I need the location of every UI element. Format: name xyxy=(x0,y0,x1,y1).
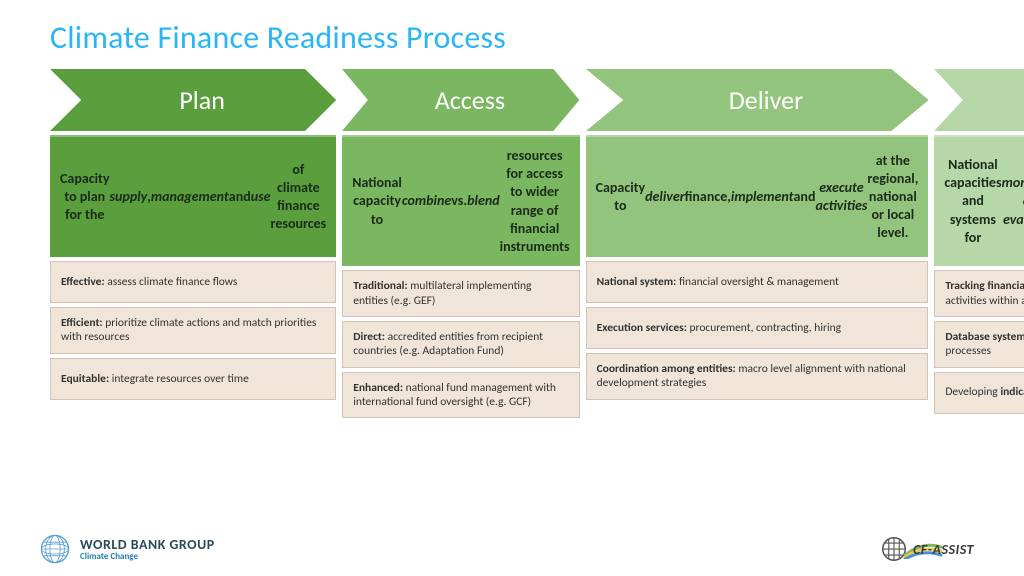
footer: WORLD BANK GROUP Climate Change CF-ASSIS… xyxy=(38,532,974,566)
list-item: Equitable: integrate resources over time xyxy=(50,358,336,400)
list-item: Coordination among entities: macro level… xyxy=(586,353,929,400)
stage-arrow: Monitor xyxy=(934,69,1024,131)
globe-icon xyxy=(38,532,72,566)
list-item: Direct: accredited entities from recipie… xyxy=(342,321,579,368)
stage-column: AccessNational capacity to combine vs. b… xyxy=(342,69,579,418)
list-item: Enhanced: national fund management with … xyxy=(342,372,579,419)
stage-arrow: Deliver xyxy=(586,69,929,131)
stage-items: Tracking financial expenditures on clima… xyxy=(934,270,1024,414)
footer-left-sub: Climate Change xyxy=(80,552,215,561)
stage-arrow: Access xyxy=(342,69,579,131)
footer-left-main: WORLD BANK GROUP xyxy=(80,538,215,552)
stage-description: National capacities and systems for moni… xyxy=(934,135,1024,266)
cf-assist-logo: CF-ASSIST xyxy=(879,534,974,564)
list-item: Execution services: procurement, contrac… xyxy=(586,307,929,349)
stage-arrow-label: Monitor xyxy=(934,69,1024,131)
page-title: Climate Finance Readiness Process xyxy=(50,18,974,57)
list-item: Efficient: prioritize climate actions an… xyxy=(50,307,336,354)
stage-items: National system: financial oversight & m… xyxy=(586,261,929,400)
stage-arrow-label: Access xyxy=(342,69,579,131)
stage-arrow-label: Deliver xyxy=(586,69,929,131)
stages-row: PlanCapacity to plan for the supply, man… xyxy=(50,69,974,418)
stage-column: DeliverCapacity to deliver finance, impl… xyxy=(586,69,929,418)
stage-arrow-label: Plan xyxy=(50,69,336,131)
list-item: Traditional: multilateral implementing e… xyxy=(342,270,579,317)
footer-right-text: CF-ASSIST xyxy=(913,541,974,558)
stage-description: Capacity to deliver finance, implement a… xyxy=(586,135,929,257)
stage-column: PlanCapacity to plan for the supply, man… xyxy=(50,69,336,418)
stage-description: National capacity to combine vs. blend r… xyxy=(342,135,579,266)
list-item: Database systems & information-collectio… xyxy=(934,321,1024,368)
stage-description: Capacity to plan for the supply, managem… xyxy=(50,135,336,257)
stage-arrow: Plan xyxy=(50,69,336,131)
world-bank-logo: WORLD BANK GROUP Climate Change xyxy=(38,532,215,566)
list-item: Tracking financial expenditures on clima… xyxy=(934,270,1024,317)
list-item: Developing indicators & assessment proce… xyxy=(934,372,1024,414)
stage-column: MonitorNational capacities and systems f… xyxy=(934,69,1024,418)
stage-items: Effective: assess climate finance flowsE… xyxy=(50,261,336,400)
list-item: Effective: assess climate finance flows xyxy=(50,261,336,303)
stage-items: Traditional: multilateral implementing e… xyxy=(342,270,579,418)
list-item: National system: financial oversight & m… xyxy=(586,261,929,303)
